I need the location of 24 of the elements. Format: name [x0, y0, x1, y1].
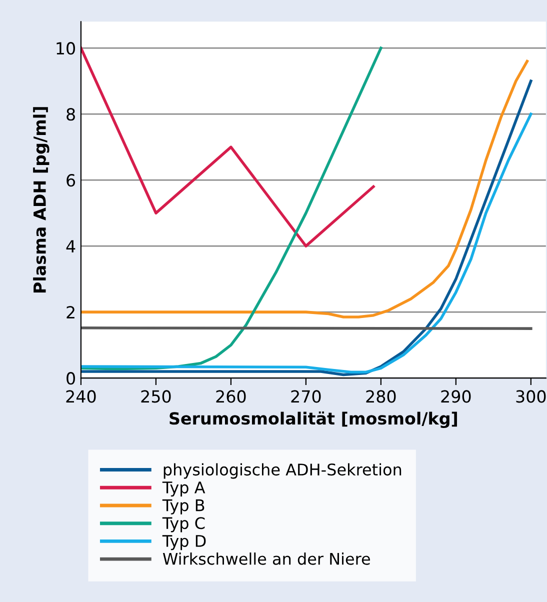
line-series	[80, 46, 382, 370]
x-tick-label: 270	[291, 390, 321, 403]
x-tick-label: 280	[366, 390, 396, 403]
legend-label: Typ C	[162, 517, 205, 532]
y-axis-title: Plasma ADH [pg/ml]	[33, 107, 50, 292]
y-tick-label: 0	[66, 372, 75, 385]
x-tick-label: 290	[441, 390, 471, 403]
legend-label: Typ D	[162, 535, 206, 550]
legend-label: Typ A	[162, 482, 206, 497]
legend-label: Wirkschwelle an der Niere	[162, 552, 370, 565]
y-tick-label: 10	[56, 42, 75, 55]
x-tick-label: 240	[66, 390, 96, 403]
y-tick-label: 2	[66, 306, 74, 318]
y-tick-label: 4	[66, 240, 76, 252]
y-tick-label: 8	[66, 108, 75, 121]
legend-label: physiologische ADH-Sekretion	[164, 463, 402, 479]
line-series	[80, 60, 529, 318]
x-tick-label: 300	[516, 390, 546, 403]
legend-label: Typ B	[162, 499, 204, 514]
x-tick-label: 260	[216, 390, 246, 403]
x-tick-label: 250	[141, 390, 171, 403]
line-series	[80, 46, 375, 248]
x-axis-title: Serumosmolalität [mosmol/kg]	[170, 412, 457, 428]
y-tick-label: 6	[66, 174, 76, 187]
